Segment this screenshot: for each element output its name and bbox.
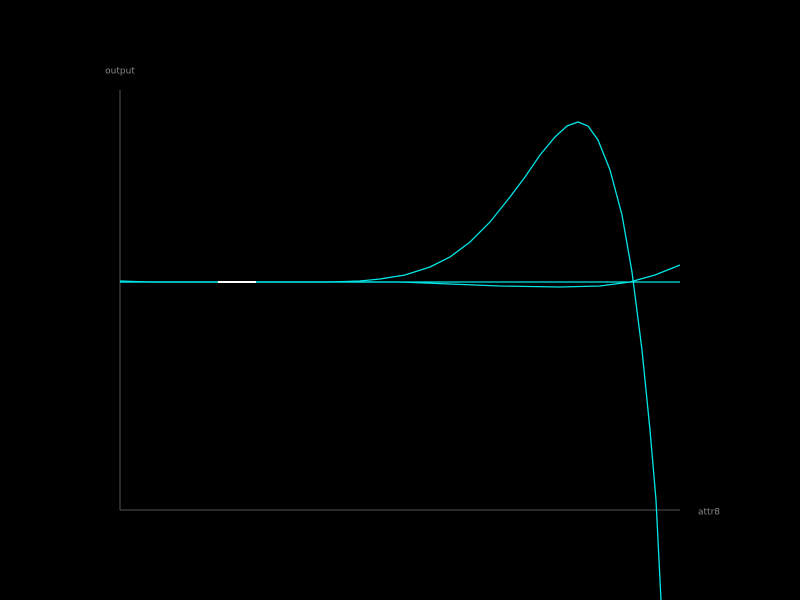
series-line bbox=[120, 121, 662, 600]
y-axis-label: output bbox=[105, 67, 135, 77]
x-axis-label: attr8 bbox=[698, 508, 720, 518]
